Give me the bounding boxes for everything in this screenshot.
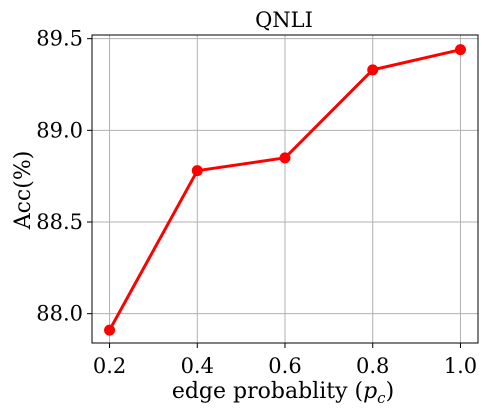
data-point <box>454 44 466 56</box>
x-axis-label: edge probablity (pc) <box>172 379 394 407</box>
data-point <box>367 64 379 76</box>
x-tick-label: 0.4 <box>181 354 214 378</box>
data-point <box>104 324 116 336</box>
x-tick-label: 0.8 <box>356 354 389 378</box>
grid <box>92 35 478 343</box>
y-tick-label: 89.5 <box>36 27 83 51</box>
x-tick-label: 1.0 <box>444 354 477 378</box>
y-tick-label: 88.5 <box>36 210 83 234</box>
x-axis-label-suffix: ) <box>386 379 395 404</box>
x-axis-label-subscript: c <box>377 389 386 407</box>
x-axis-label-variable: p <box>363 379 377 404</box>
x-axis-label-prefix: edge probablity ( <box>172 379 363 404</box>
x-tick-label: 0.2 <box>93 354 126 378</box>
chart-title: QNLI <box>255 8 313 32</box>
data-point <box>279 152 291 164</box>
ticks: 0.2 0.4 0.6 0.8 1.0 88.0 88.5 89.0 89.5 <box>36 27 477 378</box>
y-axis-label: Acc(%) <box>11 151 36 231</box>
series-layer <box>104 44 466 336</box>
x-tick-label: 0.6 <box>268 354 301 378</box>
y-tick-label: 88.0 <box>36 302 83 326</box>
data-point <box>191 165 203 177</box>
y-tick-label: 89.0 <box>36 118 83 142</box>
